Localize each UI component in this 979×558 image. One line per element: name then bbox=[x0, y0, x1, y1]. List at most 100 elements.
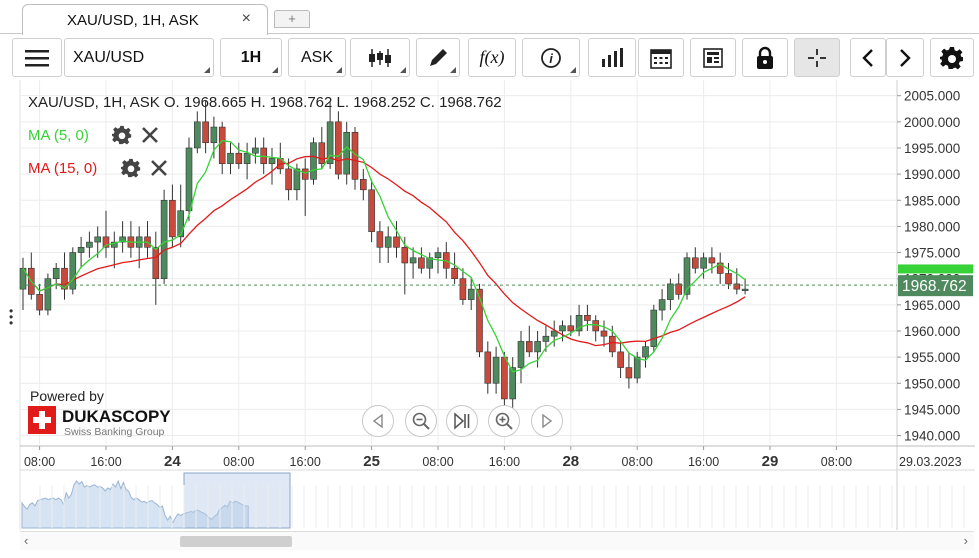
ma5-label: MA (5, 0) bbox=[28, 127, 89, 144]
info-button[interactable]: i bbox=[522, 38, 580, 77]
dukascopy-logo: DUKASCOPY Swiss Banking Group bbox=[28, 406, 171, 438]
ma5-gear-icon[interactable] bbox=[112, 125, 132, 145]
menu-button[interactable] bbox=[12, 38, 62, 77]
x-tick-label: 25 bbox=[363, 453, 380, 470]
candle-body bbox=[658, 299, 666, 311]
candle-body bbox=[310, 142, 317, 180]
volume-button[interactable] bbox=[588, 38, 636, 77]
horizontal-scrollbar[interactable]: ‹ › bbox=[20, 531, 974, 550]
drag-handle-icon[interactable]: • • • bbox=[9, 304, 14, 330]
reset-view-button[interactable] bbox=[446, 405, 478, 437]
candle-body bbox=[600, 330, 608, 337]
candle-body bbox=[501, 356, 508, 400]
candle-body bbox=[318, 142, 326, 164]
zoom-in-icon bbox=[495, 412, 513, 430]
tab-title: XAU/USD, 1H, ASK bbox=[67, 12, 199, 29]
candle-body bbox=[434, 252, 442, 259]
crosshair-button[interactable] bbox=[794, 38, 840, 77]
candle-body bbox=[642, 346, 649, 358]
candle-body bbox=[326, 121, 334, 164]
candle-body bbox=[293, 168, 301, 191]
scroll-thumb[interactable] bbox=[180, 536, 292, 547]
nav-next-button[interactable] bbox=[531, 405, 563, 437]
indicators-button[interactable]: f(x) bbox=[468, 38, 516, 77]
ma15-remove-icon[interactable] bbox=[150, 159, 168, 177]
candle-body bbox=[36, 294, 43, 311]
candle-body bbox=[384, 236, 392, 248]
zoom-out-icon bbox=[412, 412, 430, 430]
settings-button[interactable] bbox=[930, 38, 974, 77]
scroll-left-button[interactable] bbox=[850, 38, 886, 77]
candle-body bbox=[376, 231, 384, 248]
news-button[interactable] bbox=[690, 38, 736, 77]
price-chart[interactable]: 1940.000 1945.000 1950.000 1955.000 1960.000… bbox=[0, 80, 979, 558]
zoom-in-button[interactable] bbox=[488, 405, 520, 437]
tab-chart[interactable]: XAU/USD, 1H, ASK × bbox=[22, 4, 268, 35]
triangle-left-icon bbox=[372, 414, 383, 428]
arrow-left-icon bbox=[862, 48, 873, 67]
scroll-left-arrow-icon[interactable]: ‹ bbox=[24, 533, 29, 548]
candle-body bbox=[459, 278, 467, 300]
nav-prev-button[interactable] bbox=[362, 405, 394, 437]
y-tick-label: 1950.000 bbox=[904, 376, 960, 391]
y-tick-label: 1975.000 bbox=[904, 246, 960, 261]
side-label: ASK bbox=[300, 48, 333, 66]
candle-body bbox=[584, 314, 591, 321]
info-icon: i bbox=[541, 47, 561, 68]
candle-body bbox=[451, 267, 458, 279]
ohlc-legend: XAU/USD, 1H, ASK O. 1968.665 H. 1968.762… bbox=[28, 94, 502, 111]
scroll-right-arrow-icon[interactable]: › bbox=[963, 533, 968, 548]
chart-type-button[interactable] bbox=[350, 38, 410, 77]
instrument-label: XAU/USD bbox=[73, 48, 145, 66]
ma15-gear-icon[interactable] bbox=[121, 158, 141, 178]
news-icon bbox=[703, 47, 723, 68]
candles-icon bbox=[369, 48, 391, 67]
period-select[interactable]: 1H bbox=[220, 38, 282, 77]
candle-body bbox=[567, 325, 575, 332]
side-select[interactable]: ASK bbox=[288, 38, 346, 77]
candle-body bbox=[633, 356, 641, 379]
calendar-button[interactable] bbox=[638, 38, 684, 77]
bar-chart-icon bbox=[602, 47, 623, 67]
candle-body bbox=[484, 351, 492, 384]
x-tick-label: 08:00 bbox=[24, 455, 55, 469]
triangle-right-icon bbox=[542, 414, 553, 428]
tab-strip: XAU/USD, 1H, ASK × + bbox=[0, 0, 979, 35]
new-tab-button[interactable]: + bbox=[274, 10, 310, 28]
ma5-remove-icon[interactable] bbox=[141, 126, 159, 144]
lock-button[interactable] bbox=[742, 38, 788, 77]
chart-area[interactable]: 1940.000 1945.000 1950.000 1955.000 1960.000… bbox=[0, 80, 979, 558]
candle-body bbox=[650, 309, 658, 347]
play-pause-icon bbox=[454, 412, 470, 430]
candle-body bbox=[69, 252, 77, 290]
draw-button[interactable] bbox=[416, 38, 460, 77]
y-tick-label: 1980.000 bbox=[904, 219, 960, 234]
lock-icon bbox=[757, 46, 773, 69]
zoom-out-button[interactable] bbox=[405, 405, 437, 437]
candle-body bbox=[617, 351, 624, 368]
candle-body bbox=[61, 267, 68, 290]
instrument-select[interactable]: XAU/USD bbox=[64, 38, 214, 77]
candle-body bbox=[700, 257, 707, 269]
candle-body bbox=[210, 126, 218, 144]
x-tick-label: 08:00 bbox=[622, 455, 653, 469]
toolbar: XAU/USD 1H ASK f(x) i bbox=[0, 38, 979, 78]
scroll-right-button[interactable] bbox=[886, 38, 924, 77]
candle-body bbox=[733, 283, 741, 290]
candle-body bbox=[675, 283, 683, 295]
candle-body bbox=[476, 288, 483, 353]
candle-body bbox=[301, 168, 309, 180]
close-icon[interactable]: × bbox=[241, 10, 251, 27]
candle-body bbox=[185, 147, 193, 212]
x-tick-label: 08:00 bbox=[223, 455, 254, 469]
candle-body bbox=[401, 247, 409, 264]
candle-body bbox=[227, 152, 234, 164]
candle-body bbox=[708, 257, 716, 264]
candle-body bbox=[268, 158, 276, 164]
candle-body bbox=[343, 131, 351, 175]
candle-body bbox=[177, 210, 184, 238]
arrow-right-icon bbox=[900, 48, 911, 67]
candle-body bbox=[235, 152, 243, 164]
candle-body bbox=[202, 121, 209, 144]
